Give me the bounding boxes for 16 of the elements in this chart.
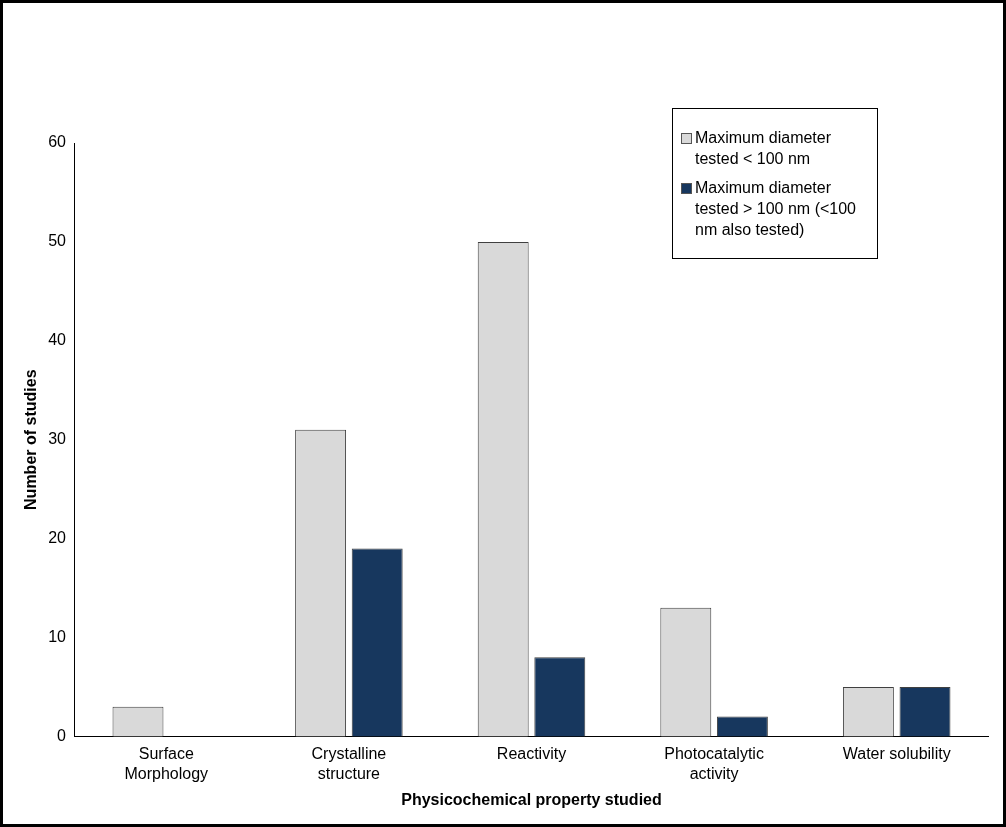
x-tick-label: Reactivity: [496, 745, 567, 763]
y-axis-title: Number of studies: [22, 369, 40, 510]
y-tick-label: 40: [48, 331, 67, 349]
x-tick-label: Water solubility: [842, 745, 951, 763]
x-tick-label: Surface Morphology: [124, 745, 209, 782]
x-axis-title: Physicochemical property studied: [401, 790, 662, 808]
y-tick-label: 30: [48, 430, 67, 448]
legend-label: Maximum diameter tested > 100 nm (<100 nm also tested): [695, 178, 857, 240]
y-tick-label: 20: [48, 529, 67, 547]
y-tick-label: 10: [48, 627, 67, 645]
y-tick-label: 50: [48, 232, 67, 250]
x-tick-label: Photocatalytic activity: [664, 745, 764, 782]
y-tick-label: 0: [57, 726, 67, 744]
x-tick-label: Crystalline structure: [311, 745, 387, 782]
legend-label: Maximum diameter tested < 100 nm: [695, 128, 833, 169]
y-tick-label: 60: [48, 133, 67, 151]
